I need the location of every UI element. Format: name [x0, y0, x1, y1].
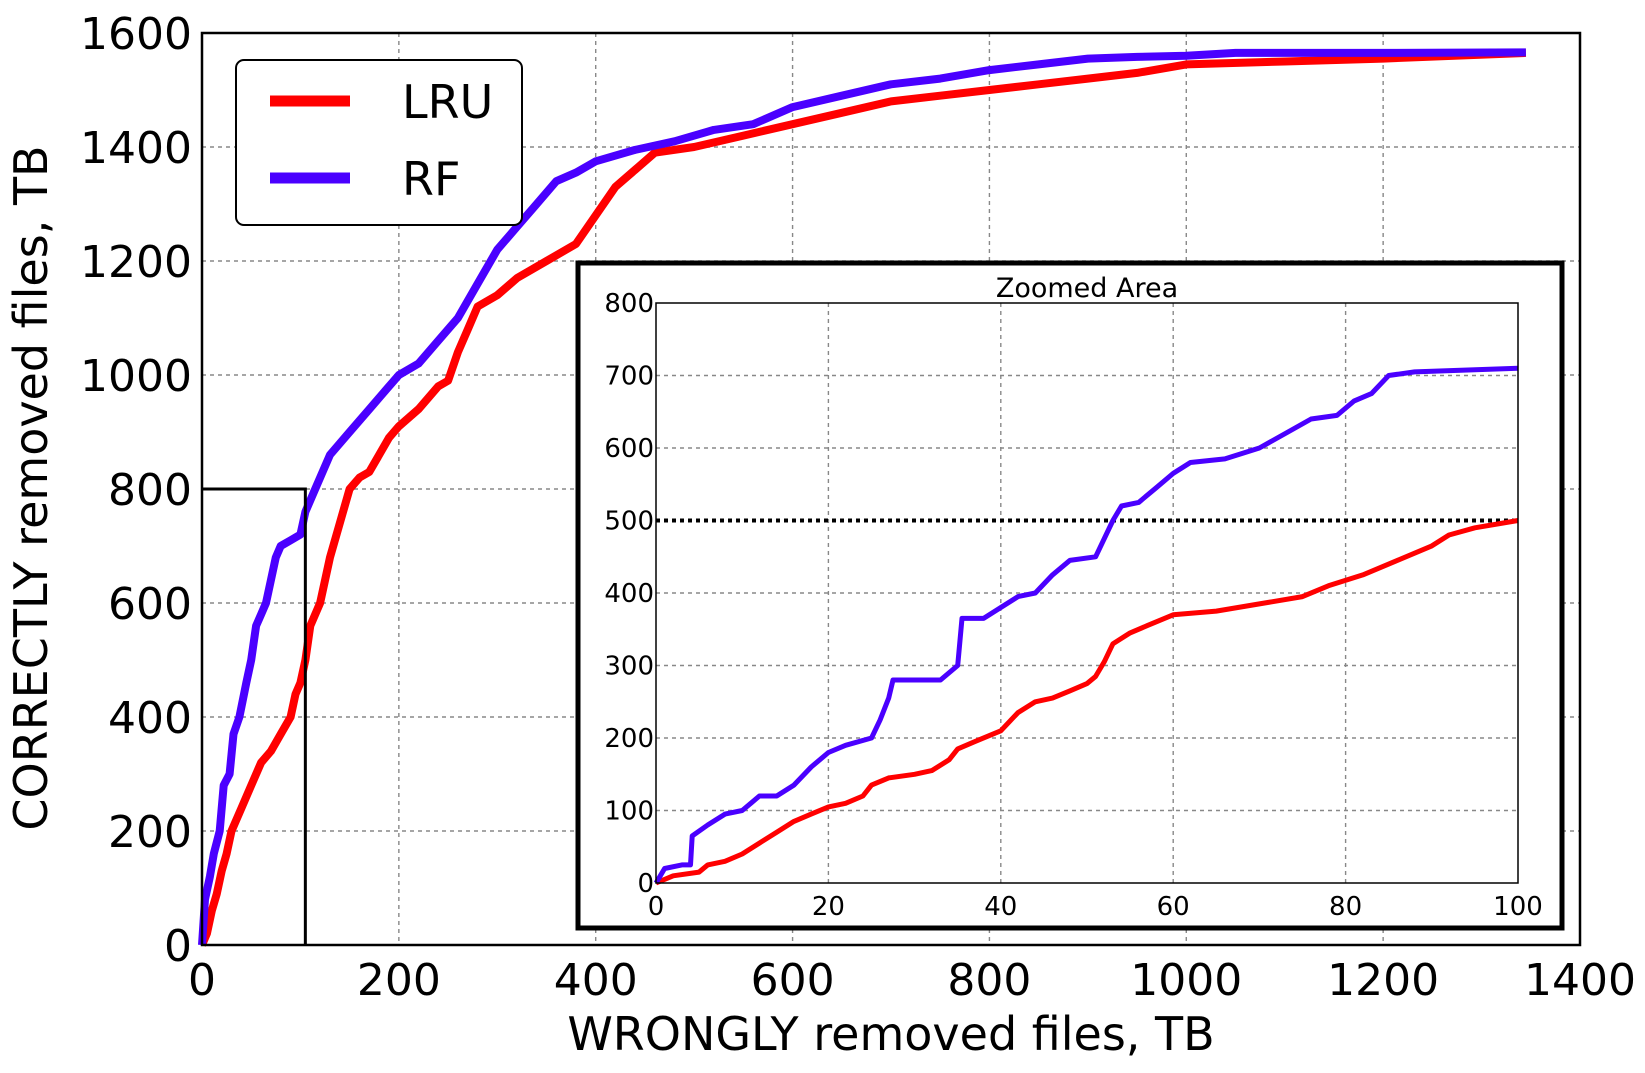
- series-line-lru: [655, 518, 1519, 886]
- y-tick-label: 800: [604, 289, 654, 319]
- y-tick-label: 200: [604, 724, 654, 754]
- inset-tick-labels: 0 20 40 60 80 100 0 100 200 300 400 500 600 700 800: [604, 289, 1542, 922]
- y-tick-label: 800: [108, 465, 192, 516]
- inset-series: [653, 365, 1519, 886]
- y-axis-label: CORRECTLY removed files, TB: [4, 145, 58, 830]
- series-line-rf: [198, 48, 1526, 946]
- x-tick-label: 0: [648, 892, 665, 922]
- y-tick-label: 600: [604, 434, 654, 464]
- main-tick-labels: 0 200 400 600 800 1000 1200 1400020040060080010…: [80, 9, 1636, 1006]
- series-line-rf: [653, 365, 1519, 885]
- x-tick-label: 1200: [1327, 955, 1439, 1006]
- legend-label-lru: LRU: [402, 75, 493, 129]
- x-tick-label: 1400: [1524, 955, 1636, 1006]
- y-tick-label: 200: [108, 807, 192, 858]
- y-tick-label: 700: [604, 362, 654, 392]
- x-tick-label: 60: [1157, 892, 1190, 922]
- x-tick-label: 1000: [1130, 955, 1242, 1006]
- y-tick-label: 400: [108, 693, 192, 744]
- y-tick-label: 1200: [80, 237, 192, 288]
- main-series: [198, 48, 1527, 947]
- inset-frame: [575, 260, 1565, 931]
- x-tick-label: 80: [1329, 892, 1362, 922]
- y-tick-label: 0: [637, 869, 654, 899]
- inset-title: Zoomed Area: [996, 273, 1178, 304]
- y-tick-label: 100: [604, 797, 654, 827]
- y-tick-label: 1600: [80, 9, 192, 60]
- y-tick-label: 0: [164, 921, 192, 972]
- x-tick-label: 200: [357, 955, 441, 1006]
- x-tick-label: 400: [554, 955, 638, 1006]
- y-tick-label: 400: [604, 579, 654, 609]
- x-tick-label: 800: [947, 955, 1031, 1006]
- legend-label-rf: RF: [402, 152, 460, 206]
- zoom-region-box: [202, 487, 307, 945]
- legend: LRU RF: [235, 59, 523, 226]
- x-tick-label: 600: [751, 955, 835, 1006]
- x-tick-label: 40: [984, 892, 1017, 922]
- inset-plot-frame: [655, 302, 1519, 884]
- x-tick-label: 20: [812, 892, 845, 922]
- y-tick-label: 1000: [80, 351, 192, 402]
- y-tick-label: 500: [604, 507, 654, 537]
- inset-grid: [656, 303, 1518, 883]
- x-tick-label: 0: [188, 955, 216, 1006]
- x-tick-label: 100: [1493, 892, 1543, 922]
- y-tick-label: 1400: [80, 123, 192, 174]
- series-line-lru: [198, 48, 1527, 947]
- y-tick-label: 600: [108, 579, 192, 630]
- x-axis-label: WRONGLY removed files, TB: [567, 1007, 1214, 1061]
- y-tick-label: 300: [604, 652, 654, 682]
- inset-chart: 0 20 40 60 80 100 0 100 200 300 400 500 600 700 800 Zo…: [575, 260, 1565, 931]
